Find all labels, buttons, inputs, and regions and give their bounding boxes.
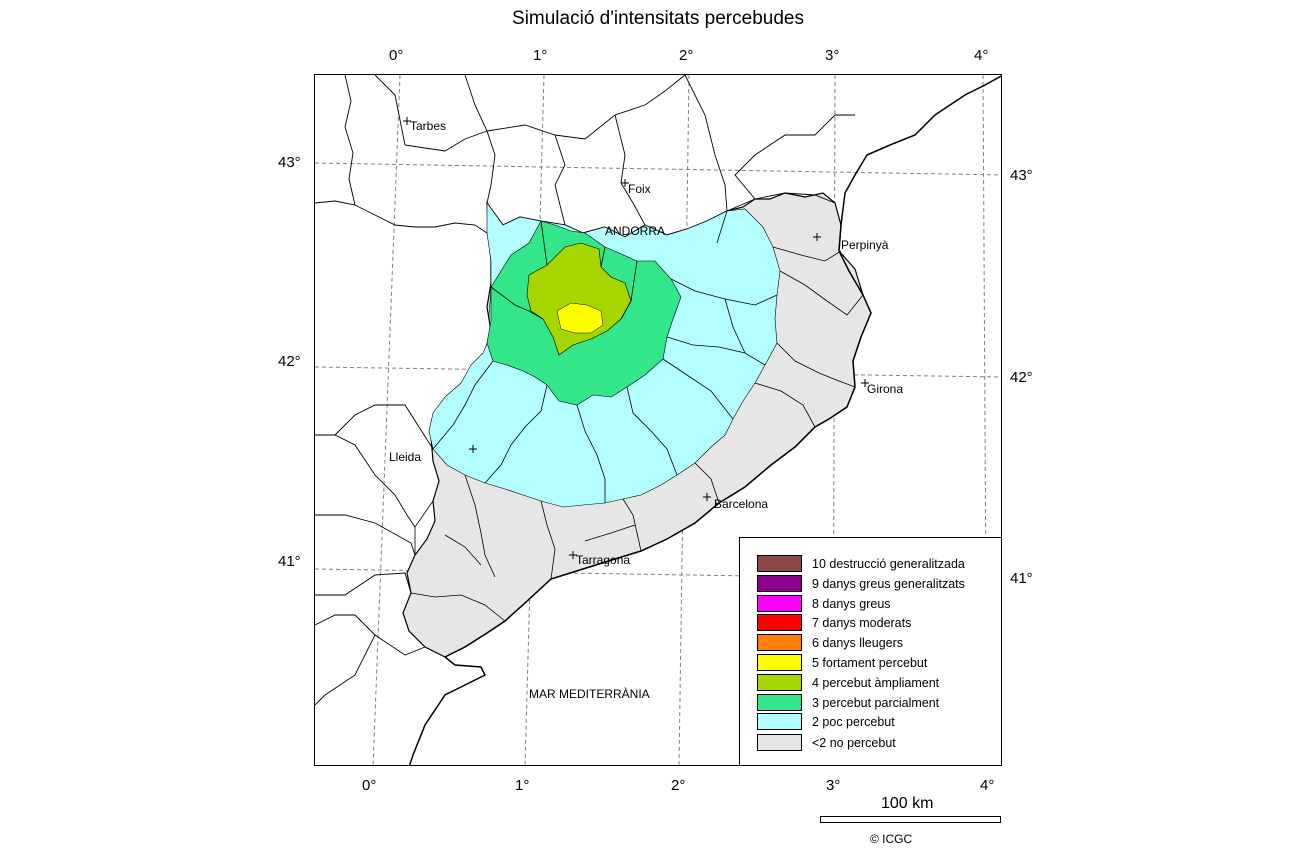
legend-item-4: 4 percebut àmpliament (757, 673, 939, 692)
legend-swatch (757, 555, 802, 572)
right-tick-41: 41° (1010, 570, 1033, 587)
legend-item-8: 8 danys greus (757, 594, 891, 613)
legend-label: 8 danys greus (812, 596, 891, 611)
label-andorra: ANDORRA (605, 224, 666, 238)
legend: 10 destrucció generalitzada 9 danys greu… (739, 537, 1002, 766)
legend-label: 4 percebut àmpliament (812, 675, 940, 690)
bottom-tick-0: 0° (362, 777, 377, 794)
legend-swatch (757, 674, 802, 691)
legend-item-5: 5 fortament percebut (757, 653, 927, 672)
top-tick-0: 0° (389, 47, 404, 64)
legend-label: 5 fortament percebut (812, 655, 928, 670)
label-foix: Foix (628, 182, 651, 196)
label-tarbes: Tarbes (410, 119, 447, 133)
left-tick-43: 43° (278, 154, 301, 171)
top-tick-2: 2° (679, 47, 694, 64)
scale-label: 100 km (881, 795, 934, 812)
legend-item-10: 10 destrucció generalitzada (757, 554, 965, 573)
label-barcelona: Barcelona (714, 497, 769, 511)
legend-label: <2 no percebut (812, 735, 896, 750)
legend-swatch (757, 575, 802, 592)
label-lleida: Lleida (389, 450, 422, 464)
right-tick-43: 43° (1010, 167, 1033, 184)
top-tick-1: 1° (533, 47, 548, 64)
graticule (315, 75, 1001, 765)
bottom-tick-3: 3° (826, 777, 841, 794)
map-title: Simulació d'intensitats percebudes (512, 8, 804, 29)
map-frame (314, 74, 1002, 766)
legend-swatch (757, 713, 802, 730)
map-canvas (315, 75, 1001, 765)
legend-label: 9 danys greus generalitzats (812, 576, 965, 591)
label-sea: MAR MEDITERRÀNIA (529, 687, 650, 701)
city-markers (403, 117, 869, 559)
left-tick-41: 41° (278, 553, 301, 570)
top-tick-4: 4° (974, 47, 989, 64)
legend-item-6: 6 danys lleugers (757, 633, 903, 652)
scale-bar (820, 816, 1001, 823)
legend-label: 3 percebut parcialment (812, 695, 940, 710)
comarca-boundaries (410, 210, 864, 622)
left-tick-42: 42° (278, 353, 301, 370)
legend-item-below-2: <2 no percebut (757, 733, 896, 752)
legend-swatch (757, 734, 802, 751)
legend-label: 10 destrucció generalitzada (812, 556, 965, 571)
legend-swatch (757, 614, 802, 631)
label-tarragona: Tarragona (576, 553, 631, 567)
legend-label: 6 danys lleugers (812, 635, 904, 650)
credit-text: © ICGC (870, 832, 913, 846)
bottom-tick-1: 1° (515, 777, 530, 794)
legend-label: 7 danys moderats (812, 615, 912, 630)
label-perpinya: Perpinyà (841, 238, 889, 252)
legend-item-7: 7 danys moderats (757, 613, 911, 632)
bottom-tick-4: 4° (980, 777, 995, 794)
right-tick-42: 42° (1010, 369, 1033, 386)
legend-item-2: 2 poc percebut (757, 712, 895, 731)
region-intensity-5 (556, 302, 604, 334)
legend-item-3: 3 percebut parcialment (757, 693, 939, 712)
legend-swatch (757, 634, 802, 651)
legend-label: 2 poc percebut (812, 714, 895, 729)
coastline (408, 75, 1001, 765)
legend-swatch (757, 694, 802, 711)
neighbour-boundaries (315, 75, 855, 706)
legend-swatch (757, 595, 802, 612)
label-girona: Girona (867, 382, 904, 396)
bottom-tick-2: 2° (671, 777, 686, 794)
legend-swatch (757, 654, 802, 671)
legend-item-9: 9 danys greus generalitzats (757, 574, 965, 593)
top-tick-3: 3° (825, 47, 840, 64)
